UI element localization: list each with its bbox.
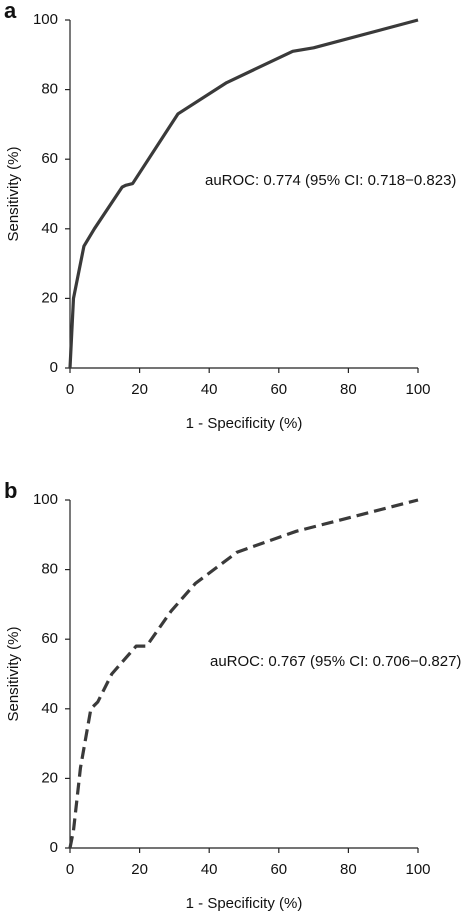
y-tick-label: 40 [41, 700, 58, 717]
x-tick-label: 80 [340, 381, 357, 398]
panel-label: a [4, 0, 17, 23]
x-tick-label: 100 [405, 861, 430, 878]
x-tick-label: 40 [201, 381, 218, 398]
x-tick-label: 40 [201, 861, 218, 878]
y-tick-label: 0 [50, 359, 58, 376]
x-tick-label: 60 [270, 381, 287, 398]
roc-curve [68, 498, 419, 849]
y-tick-label: 60 [41, 630, 58, 647]
annotation: auROC: 0.774 (95% CI: 0.718−0.823) [205, 172, 456, 189]
y-tick-label: 40 [41, 220, 58, 237]
panel-label: b [4, 478, 17, 503]
x-tick-label: 0 [66, 381, 74, 398]
annotation: auROC: 0.767 (95% CI: 0.706−0.827) [210, 653, 461, 670]
x-tick-label: 60 [270, 861, 287, 878]
y-tick-label: 80 [41, 81, 58, 98]
roc-curve [68, 18, 419, 369]
y-tick-label: 20 [41, 769, 58, 786]
y-axis-label: Sensitivity (%) [5, 146, 22, 241]
x-tick-label: 0 [66, 861, 74, 878]
y-tick-label: 0 [50, 839, 58, 856]
x-tick-label: 100 [405, 381, 430, 398]
x-axis-label: 1 - Specificity (%) [186, 415, 303, 432]
x-axis-label: 1 - Specificity (%) [186, 895, 303, 912]
x-tick-label: 20 [131, 861, 148, 878]
y-tick-label: 60 [41, 150, 58, 167]
x-tick-label: 80 [340, 861, 357, 878]
y-tick-label: 20 [41, 289, 58, 306]
x-tick-label: 20 [131, 381, 148, 398]
y-tick-label: 100 [33, 491, 58, 508]
y-axis-label: Sensitivity (%) [5, 626, 22, 721]
y-tick-label: 100 [33, 11, 58, 28]
y-tick-label: 80 [41, 561, 58, 578]
